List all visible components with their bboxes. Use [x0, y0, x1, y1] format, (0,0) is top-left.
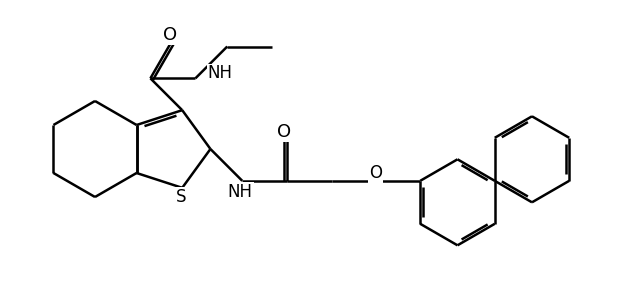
Text: O: O — [277, 123, 291, 141]
Text: NH: NH — [207, 64, 232, 82]
Text: S: S — [176, 188, 186, 206]
Text: O: O — [163, 26, 177, 44]
Text: O: O — [369, 164, 381, 182]
Text: NH: NH — [228, 183, 253, 201]
